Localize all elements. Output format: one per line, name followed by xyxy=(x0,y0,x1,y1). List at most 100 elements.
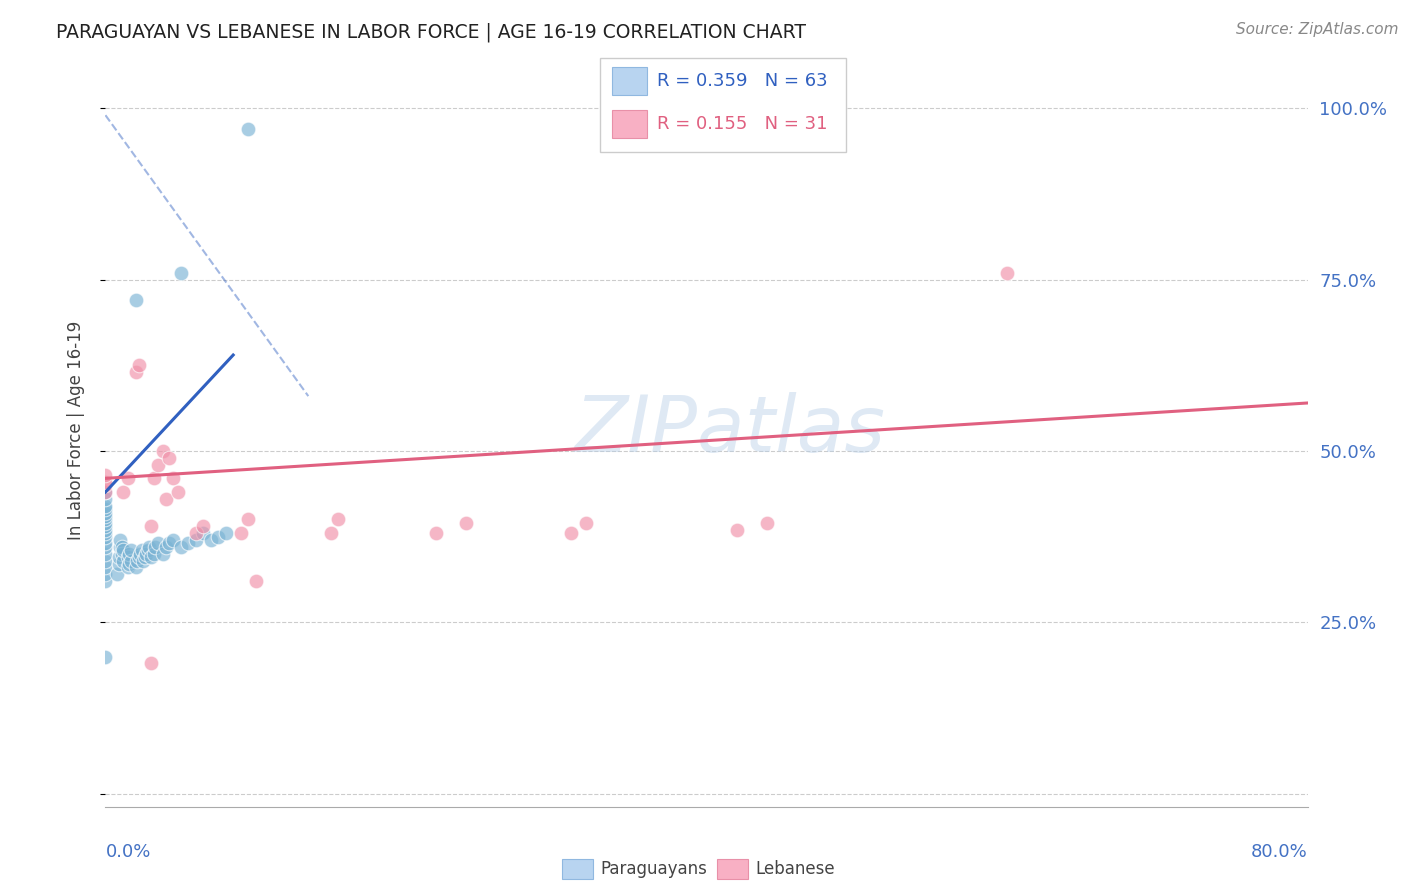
Point xyxy=(118,557,141,571)
Point xyxy=(94,523,117,537)
Point xyxy=(425,526,447,541)
Point xyxy=(94,536,117,550)
Point xyxy=(152,444,174,458)
Text: Lebanese: Lebanese xyxy=(755,860,835,878)
Point xyxy=(184,533,207,547)
Point xyxy=(725,523,748,537)
Point xyxy=(138,540,160,554)
Point xyxy=(124,560,146,574)
Point xyxy=(94,502,117,516)
Point xyxy=(146,458,169,472)
Text: 80.0%: 80.0% xyxy=(1251,844,1308,862)
Point xyxy=(191,519,214,533)
Point xyxy=(94,499,117,513)
Point xyxy=(124,293,146,308)
Y-axis label: In Labor Force | Age 16-19: In Labor Force | Age 16-19 xyxy=(66,321,84,540)
Point xyxy=(177,536,200,550)
Point xyxy=(94,512,117,526)
Point xyxy=(120,553,142,567)
Point xyxy=(117,471,139,485)
Point xyxy=(169,266,191,280)
Point xyxy=(134,550,156,565)
Point xyxy=(128,550,150,565)
Point xyxy=(94,485,117,500)
Point xyxy=(94,509,117,524)
Text: PARAGUAYAN VS LEBANESE IN LABOR FORCE | AGE 16-19 CORRELATION CHART: PARAGUAYAN VS LEBANESE IN LABOR FORCE | … xyxy=(56,22,806,42)
Point xyxy=(117,560,139,574)
Point xyxy=(328,512,350,526)
Point xyxy=(94,475,117,489)
Text: R = 0.359   N = 63: R = 0.359 N = 63 xyxy=(657,72,827,90)
Point xyxy=(139,519,162,533)
Point xyxy=(575,516,598,530)
Point xyxy=(108,557,131,571)
Point xyxy=(120,543,142,558)
Point xyxy=(238,122,260,136)
Point xyxy=(319,526,342,541)
Point xyxy=(155,491,177,506)
Point xyxy=(162,471,184,485)
Point xyxy=(139,657,162,671)
Point xyxy=(94,540,117,554)
Point xyxy=(94,516,117,530)
Point xyxy=(111,540,134,554)
Point xyxy=(128,359,150,373)
Point xyxy=(94,567,117,582)
Text: R = 0.155   N = 31: R = 0.155 N = 31 xyxy=(657,115,827,133)
Point xyxy=(112,553,135,567)
Point xyxy=(229,526,252,541)
Point xyxy=(157,536,180,550)
Point xyxy=(155,540,177,554)
Point xyxy=(995,266,1018,280)
Point xyxy=(108,550,131,565)
Point xyxy=(112,485,135,500)
Point xyxy=(207,530,229,544)
Point xyxy=(132,553,155,567)
Point xyxy=(454,516,477,530)
Point xyxy=(107,567,129,582)
Point xyxy=(214,526,236,541)
Text: Paraguayans: Paraguayans xyxy=(600,860,707,878)
Point xyxy=(94,485,117,500)
Point xyxy=(94,526,117,541)
Point xyxy=(135,547,157,561)
Point xyxy=(131,543,153,558)
Point xyxy=(94,478,117,492)
Point xyxy=(94,649,117,664)
Point xyxy=(184,526,207,541)
Text: ZIPatlas: ZIPatlas xyxy=(575,392,886,468)
Point xyxy=(94,519,117,533)
Point xyxy=(111,547,134,561)
Point xyxy=(143,540,166,554)
Text: Source: ZipAtlas.com: Source: ZipAtlas.com xyxy=(1236,22,1399,37)
Point xyxy=(146,536,169,550)
Point xyxy=(118,547,141,561)
Point xyxy=(117,550,139,565)
Point xyxy=(191,526,214,541)
Point xyxy=(157,450,180,465)
Point xyxy=(162,533,184,547)
Point xyxy=(94,560,117,574)
Point xyxy=(139,550,162,565)
Point xyxy=(94,530,117,544)
Point xyxy=(124,365,146,379)
Point xyxy=(755,516,778,530)
Point xyxy=(560,526,582,541)
Point xyxy=(112,543,135,558)
Point xyxy=(125,553,148,567)
Point xyxy=(136,543,159,558)
Point xyxy=(245,574,267,589)
Point xyxy=(94,574,117,589)
Point xyxy=(110,540,132,554)
Point xyxy=(142,471,165,485)
Point xyxy=(110,533,132,547)
Point xyxy=(169,540,191,554)
Point xyxy=(94,553,117,567)
Point xyxy=(200,533,222,547)
Point xyxy=(94,491,117,506)
Text: 0.0%: 0.0% xyxy=(105,844,150,862)
Point xyxy=(142,547,165,561)
Point xyxy=(94,467,117,482)
Point xyxy=(94,506,117,520)
Point xyxy=(152,547,174,561)
